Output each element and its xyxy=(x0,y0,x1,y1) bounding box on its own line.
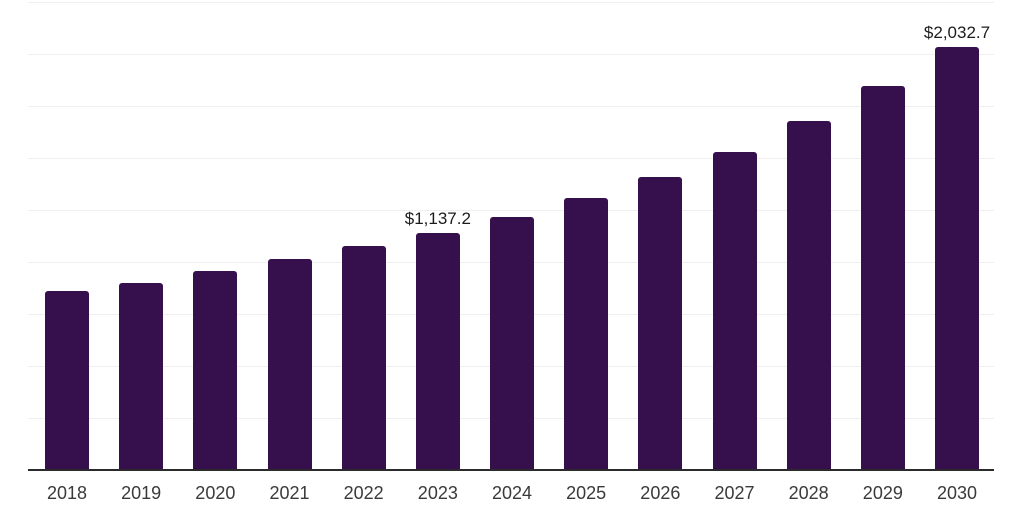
bar-2029 xyxy=(860,86,905,470)
x-tick-2024: 2024 xyxy=(491,483,533,503)
x-tick-2023: 2023 xyxy=(417,483,458,503)
x-tick-2027: 2027 xyxy=(714,483,755,503)
bar-2023 xyxy=(415,233,460,470)
gridline-2000 xyxy=(28,53,994,55)
gridline-2250 xyxy=(28,1,994,3)
x-tick-2029: 2029 xyxy=(862,483,903,503)
bar-2020 xyxy=(193,270,238,470)
bar-2018 xyxy=(45,291,89,470)
x-tick-2022: 2022 xyxy=(343,483,384,503)
data-label-2023: $1,137.2 xyxy=(404,209,471,229)
bar-2021 xyxy=(267,259,312,470)
bar-2024 xyxy=(490,217,534,470)
data-label-2030: $2,032.7 xyxy=(923,23,991,43)
x-tick-2021: 2021 xyxy=(269,483,310,503)
bar-2025 xyxy=(564,197,609,470)
x-tick-2026: 2026 xyxy=(640,483,681,503)
x-tick-2018: 2018 xyxy=(46,483,88,503)
x-tick-2028: 2028 xyxy=(788,483,829,503)
gridline-1750 xyxy=(28,105,994,107)
bar-2030 xyxy=(935,47,979,470)
x-tick-2030: 2030 xyxy=(936,483,978,503)
gridline-1500 xyxy=(28,157,994,159)
x-tick-2020: 2020 xyxy=(195,483,236,503)
x-tick-2025: 2025 xyxy=(566,483,607,503)
x-axis-line xyxy=(28,469,994,471)
bar-2022 xyxy=(341,246,386,470)
gridline-1250 xyxy=(28,209,994,211)
bar-2027 xyxy=(712,151,757,470)
x-tick-2019: 2019 xyxy=(121,483,162,503)
bar-2028 xyxy=(786,120,831,470)
bar-2026 xyxy=(638,176,683,470)
bar-2019 xyxy=(119,283,164,470)
